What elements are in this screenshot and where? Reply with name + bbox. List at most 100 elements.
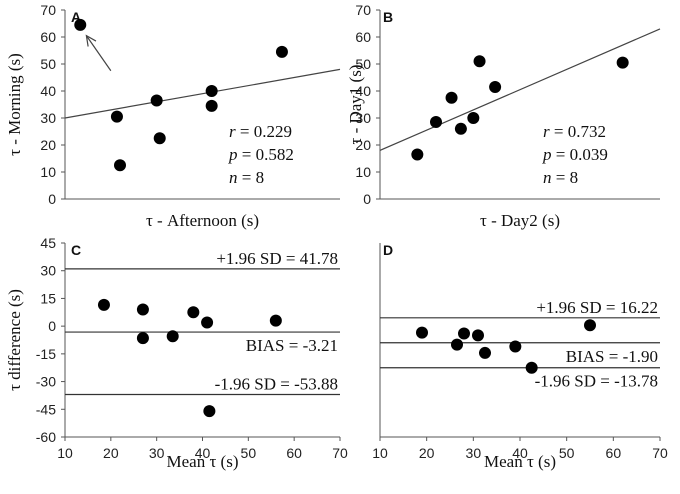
data-point — [489, 80, 502, 93]
x-tick-label: 50 — [559, 445, 575, 461]
stat-symbol: r — [229, 122, 236, 141]
stat-annotation: p = 0.039 — [542, 145, 608, 164]
y-tick-label: 20 — [355, 137, 371, 153]
regression-line — [64, 68, 341, 119]
y-tick-label: 30 — [40, 263, 56, 279]
x-tick-label: 60 — [606, 445, 622, 461]
stat-symbol: p — [228, 145, 238, 164]
stat-value: = 8 — [238, 168, 265, 187]
y-tick-label: 30 — [355, 110, 371, 126]
data-point — [136, 332, 149, 345]
stat-symbol: n — [543, 168, 552, 187]
x-tick-label: 20 — [419, 445, 435, 461]
x-tick-label: 20 — [103, 445, 119, 461]
data-point — [97, 298, 110, 311]
data-point — [153, 132, 166, 145]
reference-line-label: -1.96 SD = -53.88 — [215, 375, 338, 394]
x-axis-title: τ - Afternoon (s) — [146, 211, 259, 230]
data-point — [411, 148, 424, 161]
y-axis-title: τ difference (s) — [5, 289, 24, 391]
y-tick-label: 30 — [40, 110, 56, 126]
stat-value: = 0.039 — [552, 145, 608, 164]
stat-value: = 0.732 — [550, 122, 606, 141]
data-point — [166, 330, 179, 343]
x-axis-title: τ - Day2 (s) — [480, 211, 560, 230]
data-point — [187, 306, 200, 319]
y-tick-label: 40 — [355, 83, 371, 99]
data-point — [430, 116, 442, 129]
x-tick-label: 30 — [149, 445, 165, 461]
reference-line-label: +1.96 SD = 41.78 — [216, 249, 338, 268]
y-tick-label: -60 — [36, 429, 56, 445]
data-point — [269, 314, 282, 327]
panel-label: A — [71, 9, 81, 25]
panel-label: C — [71, 242, 81, 258]
y-tick-label: 50 — [355, 56, 371, 72]
data-point — [203, 405, 216, 418]
data-point — [509, 340, 522, 353]
arrow-head — [85, 34, 97, 47]
data-point — [584, 319, 596, 332]
data-point — [473, 55, 486, 68]
panel-a: A 0 10 20 30 40 50 60 70 τ - Afternoon (s) τ - Mor… — [5, 2, 341, 230]
data-point — [136, 303, 149, 316]
y-tick-label: 60 — [40, 29, 56, 45]
panel-b: B 0 10 20 30 40 50 60 70 τ - Day2 (s) τ - Day1 (s)… — [346, 2, 661, 230]
reference-line-label: BIAS = -3.21 — [246, 336, 338, 355]
y-tick-label: 45 — [40, 235, 56, 251]
y-tick-label: 60 — [355, 29, 371, 45]
x-tick-label: 40 — [195, 445, 211, 461]
reference-line-label: +1.96 SD = 16.22 — [536, 298, 658, 317]
data-point — [467, 112, 480, 124]
stat-symbol: n — [229, 168, 238, 187]
data-point — [150, 94, 163, 107]
y-tick-label: 50 — [40, 56, 56, 72]
stat-value: = 0.229 — [236, 122, 292, 141]
y-tick-label: 0 — [48, 191, 56, 207]
y-tick-label: 10 — [355, 164, 371, 180]
stat-annotation: r = 0.229 — [229, 122, 292, 141]
y-tick-label: 20 — [40, 137, 56, 153]
data-point — [205, 99, 218, 112]
x-tick-label: 70 — [332, 445, 348, 461]
data-point — [479, 346, 491, 359]
data-point — [74, 18, 87, 31]
reference-line-label: BIAS = -1.90 — [566, 347, 658, 366]
y-tick-label: -30 — [36, 374, 56, 390]
y-tick-label: 40 — [40, 83, 56, 99]
y-tick-label: 70 — [40, 2, 56, 18]
data-point — [451, 338, 463, 351]
stat-annotation: r = 0.732 — [543, 122, 606, 141]
x-tick-label: 60 — [286, 445, 302, 461]
regression-line — [379, 28, 661, 151]
data-point — [472, 329, 484, 342]
stat-symbol: r — [543, 122, 550, 141]
data-point — [616, 56, 629, 69]
y-tick-label: -15 — [36, 346, 56, 362]
x-tick-label: 10 — [372, 445, 388, 461]
stat-annotation: n = 8 — [229, 168, 264, 187]
data-point — [416, 326, 428, 339]
arrow-shaft — [85, 35, 112, 72]
data-point — [201, 316, 214, 329]
x-tick-label: 10 — [57, 445, 73, 461]
stat-symbol: p — [542, 145, 552, 164]
y-tick-label: 15 — [40, 290, 56, 306]
x-axis-title: Mean τ (s) — [484, 452, 556, 471]
data-point — [110, 110, 123, 123]
y-tick-label: -45 — [36, 401, 56, 417]
panel-d: D 10 20 30 40 50 60 70 Mean τ (s) +1.96 SD = 16.2… — [372, 242, 668, 471]
x-tick-label: 70 — [652, 445, 668, 461]
x-tick-label: 30 — [466, 445, 482, 461]
panel-label: D — [383, 242, 393, 258]
stat-annotation: n = 8 — [543, 168, 578, 187]
data-point — [525, 361, 538, 374]
panel-label: B — [383, 9, 393, 25]
data-point — [458, 327, 470, 340]
stat-value: = 8 — [552, 168, 579, 187]
y-axis-title: τ - Day1 (s) — [346, 64, 365, 144]
panel-c: C -60 -45 -30 -15 0 15 30 45 10 20 30 40 50 60 70 Mean τ… — [5, 235, 348, 471]
data-point — [205, 85, 218, 97]
data-point — [454, 122, 467, 135]
x-axis-title: Mean τ (s) — [167, 452, 239, 471]
